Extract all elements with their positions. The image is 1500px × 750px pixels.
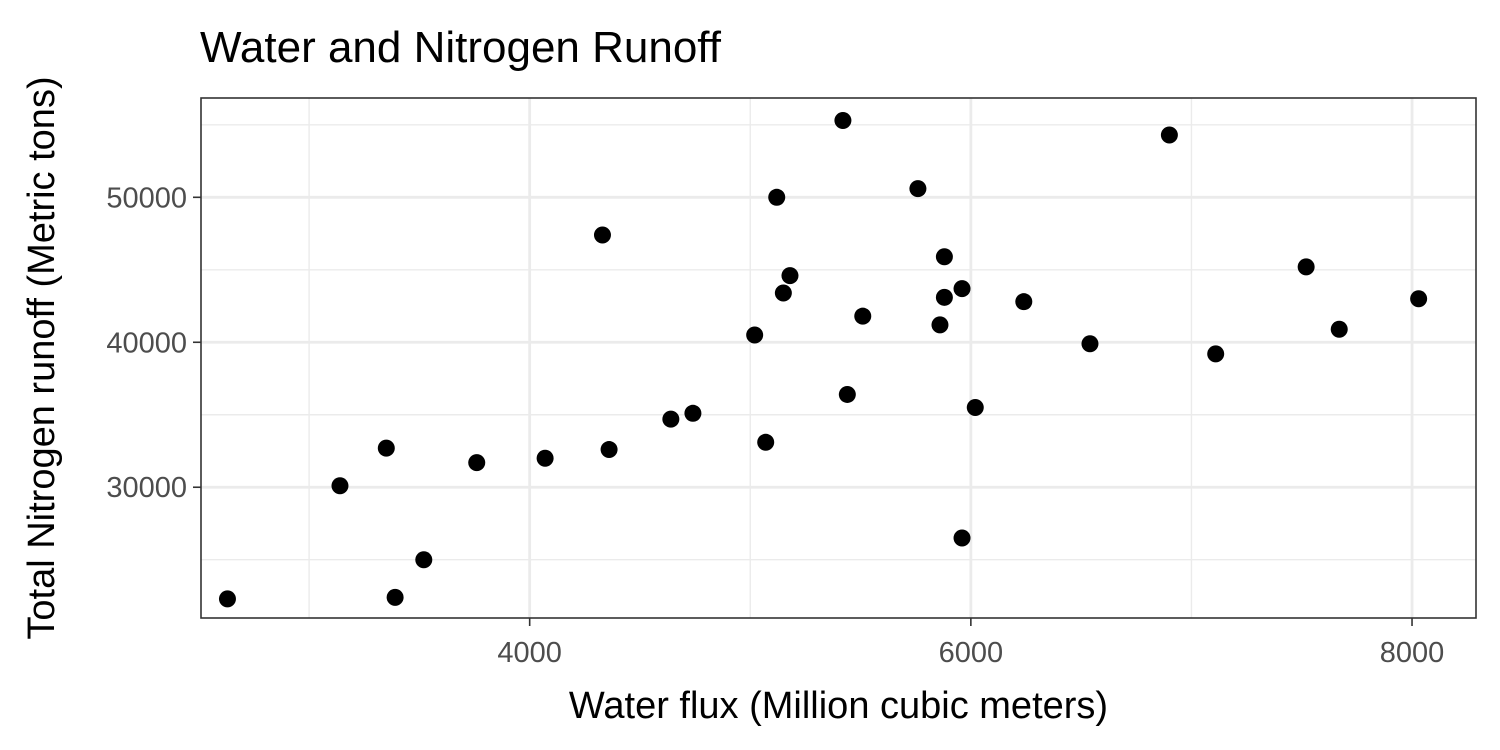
x-axis: 4000 6000 8000 bbox=[497, 618, 1444, 669]
data-point bbox=[966, 399, 984, 417]
y-tick-label: 50000 bbox=[106, 182, 187, 214]
data-point bbox=[953, 280, 971, 298]
data-point bbox=[838, 385, 856, 403]
data-point bbox=[768, 188, 786, 206]
data-point bbox=[377, 439, 395, 457]
x-tick-label: 8000 bbox=[1380, 637, 1445, 669]
data-point bbox=[386, 588, 404, 606]
data-point bbox=[854, 307, 872, 325]
data-point bbox=[1297, 258, 1315, 276]
data-point bbox=[935, 288, 953, 306]
data-point bbox=[781, 267, 799, 285]
plot-panel bbox=[201, 98, 1476, 618]
data-point bbox=[331, 477, 349, 495]
data-point bbox=[593, 226, 611, 244]
data-point bbox=[1410, 290, 1428, 308]
data-point bbox=[1330, 320, 1348, 338]
data-point bbox=[1160, 126, 1178, 144]
data-point bbox=[1081, 335, 1099, 353]
y-tick-label: 40000 bbox=[106, 327, 187, 359]
chart-title: Water and Nitrogen Runoff bbox=[200, 23, 722, 72]
plot-panel-border bbox=[200, 97, 1477, 619]
y-axis: 30000 40000 50000 bbox=[106, 182, 201, 504]
data-point bbox=[1207, 345, 1225, 363]
data-point bbox=[774, 284, 792, 302]
data-point bbox=[757, 433, 775, 451]
data-point bbox=[218, 590, 236, 608]
x-tick-label: 4000 bbox=[497, 637, 562, 669]
data-point bbox=[1015, 293, 1033, 311]
x-axis-title: Water flux (Million cubic meters) bbox=[569, 685, 1108, 727]
data-point bbox=[662, 410, 680, 428]
data-point bbox=[953, 529, 971, 547]
data-point bbox=[909, 180, 927, 198]
data-point bbox=[834, 111, 852, 129]
data-points bbox=[218, 111, 1428, 608]
data-point bbox=[935, 248, 953, 266]
major-gridlines bbox=[201, 98, 1476, 618]
y-axis-title: Total Nitrogen runoff (Metric tons) bbox=[21, 76, 63, 639]
data-point bbox=[684, 404, 702, 422]
data-point bbox=[600, 441, 618, 459]
data-point bbox=[415, 551, 433, 569]
x-tick-label: 6000 bbox=[939, 637, 1004, 669]
data-point bbox=[746, 326, 764, 344]
data-point bbox=[468, 454, 486, 472]
data-point bbox=[931, 316, 949, 334]
y-tick-label: 30000 bbox=[106, 472, 187, 504]
data-point bbox=[536, 449, 554, 467]
